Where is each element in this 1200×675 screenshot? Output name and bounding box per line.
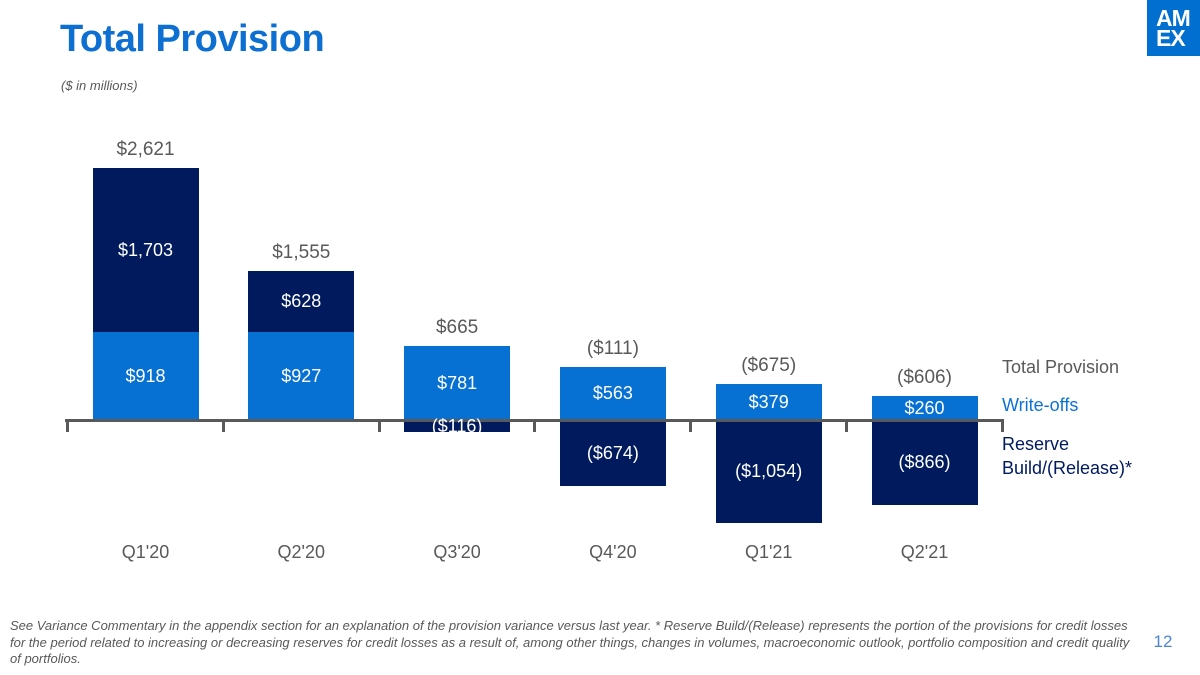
x-axis-tick [689,419,693,432]
write-offs-value-label: $927 [281,365,322,386]
x-axis-tick [533,419,537,432]
write-offs-bar-segment [715,384,822,421]
footnote: See Variance Commentary in the appendix … [10,618,1130,666]
reserve-build-release-bar-segment [92,168,199,333]
write-offs-value-label: $781 [437,372,478,393]
amex-logo-text-line2: EX [1156,25,1186,51]
total-provision-value-label: $665 [435,316,479,338]
total-provision-value-label: ($111) [586,337,639,359]
x-axis-label: Q3'20 [433,541,481,562]
total-provision-value-label: $2,621 [116,139,175,160]
x-axis-tick [1000,419,1004,432]
amex-logo: AM EX [1147,0,1200,56]
total-provision-value-label: ($606) [897,366,952,388]
legend-item-write-offs: Write-offs [1002,395,1079,415]
reserve-build-release-value-label: ($116) [431,416,483,437]
reserve-build-release-value-label: $628 [281,290,322,311]
x-axis-label: Q1'21 [744,541,793,562]
reserve-build-release-value-label: $1,703 [117,239,174,260]
reserve-build-release-bar-segment [248,270,355,332]
reserve-build-release-bar-segment [559,421,666,487]
total-provision-value-label: $1,555 [272,241,331,263]
total-provision-value-label: ($675) [741,355,797,377]
x-axis-label: Q4'20 [589,541,637,562]
write-offs-bar-segment [92,332,199,421]
x-axis-label: Q2'21 [900,541,949,562]
x-axis-tick [377,419,381,432]
legend-item-total-provision: Total Provision [1002,357,1120,377]
write-offs-bar-segment [248,331,355,421]
reserve-build-release-bar-segment [871,421,978,505]
x-axis-label: Q2'20 [277,541,326,562]
page-title: Total Provision [60,18,325,60]
write-offs-value-label: $260 [904,397,945,418]
write-offs-value-label: $379 [748,392,789,413]
reserve-build-release-value-label: ($866) [898,452,951,473]
write-offs-bar-segment [871,395,978,421]
page-number: 12 [1153,632,1173,651]
reserve-build-release-value-label: ($1,054) [735,461,803,482]
x-axis-tick [221,419,225,432]
reserve-build-release-value-label: ($674) [586,443,639,464]
legend-item-reserve-build-release: Reserve Build/(Release)* [1002,434,1133,478]
reserve-build-release-bar-segment [404,421,511,433]
reserve-build-release-bar-segment [715,421,822,523]
units-note: ($ in millions) [61,78,138,93]
write-offs-value-label: $563 [592,383,633,404]
x-axis-tick [845,419,848,432]
write-offs-bar-segment [559,366,666,421]
write-offs-bar-segment [404,345,511,421]
amex-logo-text-line1: AM [1156,5,1191,31]
x-axis-tick [66,419,69,432]
write-offs-value-label: $918 [125,366,166,387]
x-axis-label: Q1'20 [121,541,170,562]
chart-legend: Total Provision Write-offs Reserve Build… [1002,356,1192,480]
